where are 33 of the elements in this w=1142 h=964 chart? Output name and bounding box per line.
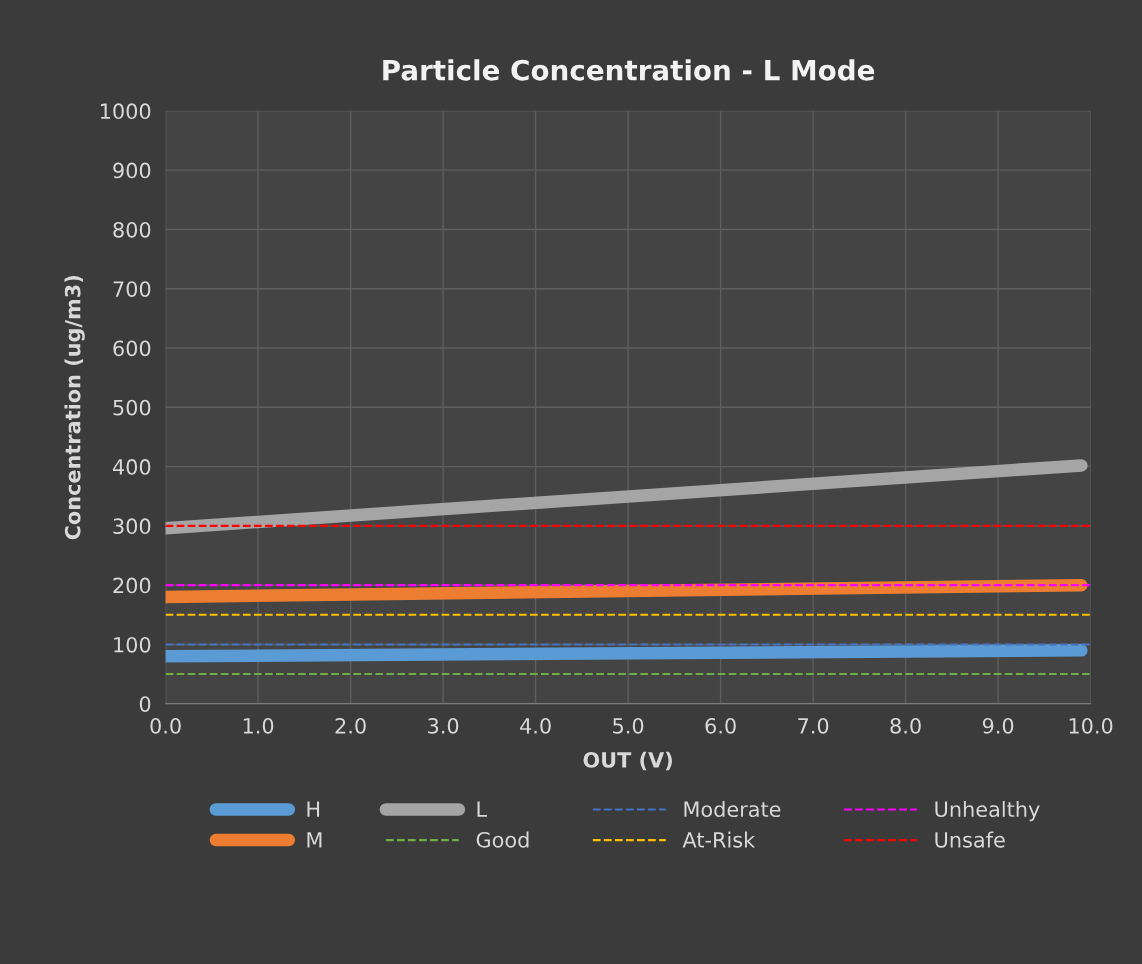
x-tick-label: 4.0 (520, 717, 551, 734)
y-tick-label: 700 (113, 281, 151, 297)
y-tick-label: 400 (112, 459, 151, 475)
y-tick-label: 200 (113, 577, 151, 594)
y-tick-label: 900 (113, 162, 151, 179)
y-axis-title: Concentration (ug/m3) (64, 276, 85, 540)
x-tick-label: 10.0 (1069, 717, 1113, 734)
y-tick-label: 100 (114, 636, 151, 653)
legend-label: Unsafe (935, 831, 1005, 848)
legend-label: At-Risk (682, 831, 756, 848)
y-tick-label: 1000 (100, 103, 151, 120)
y-tick-label: 600 (113, 340, 151, 357)
y-tick-label: 800 (113, 221, 151, 238)
y-tick-label: 300 (113, 518, 151, 535)
x-tick-label: 3.0 (428, 717, 459, 734)
x-tick-label: 8.0 (890, 717, 921, 734)
x-tick-label: 1.0 (243, 717, 274, 734)
legend-label: L (477, 801, 487, 817)
legend-label: H (307, 801, 320, 817)
y-tick-label: 0 (139, 696, 151, 712)
chart-title: Particle Concentration - L Mode (383, 59, 875, 81)
x-axis-title: OUT (V) (583, 751, 672, 771)
legend-label: Unhealthy (935, 800, 1040, 822)
x-tick-label: 2.0 (335, 717, 366, 734)
x-tick-label: 9.0 (982, 717, 1014, 734)
y-tick-label: 500 (113, 399, 151, 416)
x-tick-label: 0.0 (150, 717, 181, 734)
x-tick-label: 5.0 (613, 717, 644, 734)
legend-label: Good (476, 831, 529, 848)
legend-label: Moderate (684, 800, 781, 818)
x-tick-label: 7.0 (798, 717, 829, 734)
x-tick-label: 6.0 (705, 717, 736, 734)
legend-label: M (307, 832, 322, 848)
